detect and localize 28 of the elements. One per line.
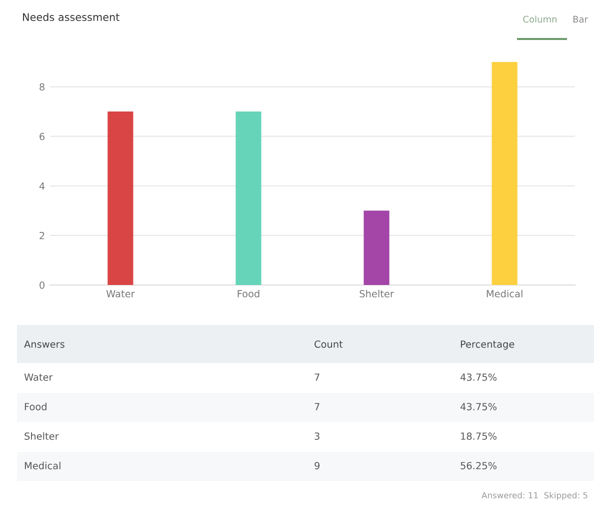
text: Percentage xyxy=(460,340,514,350)
category-label: Water xyxy=(24,374,53,381)
text: Bar xyxy=(573,16,588,23)
text: 7 xyxy=(314,403,320,410)
text: Answered: 11 Skipped: 5 xyxy=(482,492,588,500)
text: 9 xyxy=(314,462,320,470)
y-tick-label: 4 xyxy=(39,182,45,190)
x-tick-label: Food xyxy=(238,290,260,298)
text: 18.75% xyxy=(461,432,497,440)
category-label: Food xyxy=(24,402,46,410)
y-tick-label: 6 xyxy=(40,132,45,140)
x-tick-label: Medical xyxy=(486,290,522,298)
x-tick-label: Water xyxy=(106,290,135,298)
y-tick-label: 0 xyxy=(40,281,44,289)
y-tick-label: 2 xyxy=(40,232,44,240)
text: Count xyxy=(314,340,343,348)
chart-title: Needs assessment xyxy=(23,12,120,22)
y-tick-label: 8 xyxy=(40,83,44,91)
text: 3 xyxy=(314,432,320,440)
category-label: Medical xyxy=(24,462,60,470)
text: Column xyxy=(523,16,557,23)
category-label: Shelter xyxy=(24,432,59,440)
text: 56.25% xyxy=(460,462,497,470)
text: 43.75% xyxy=(460,402,497,410)
x-tick-label: Shelter xyxy=(360,290,394,298)
text: 43.75% xyxy=(460,373,497,381)
text: Answers xyxy=(24,340,64,348)
text: 7 xyxy=(314,374,320,381)
